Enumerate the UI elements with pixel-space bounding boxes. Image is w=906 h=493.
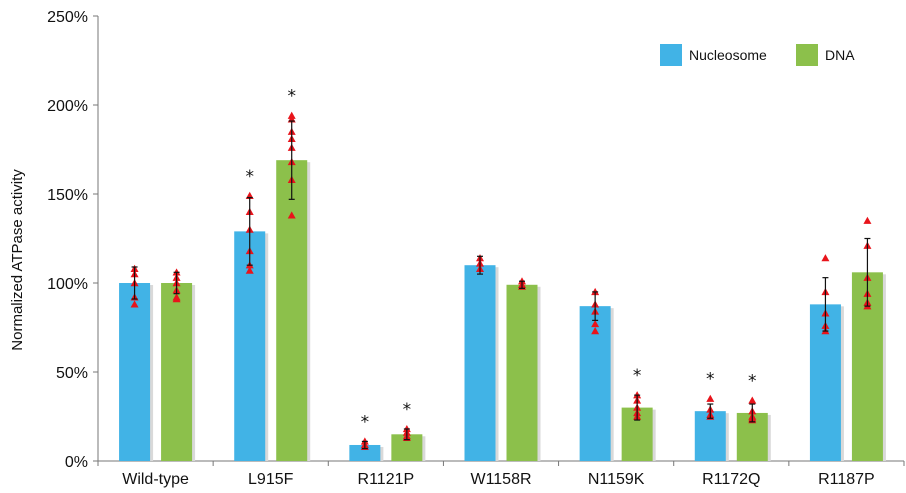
axes: 0% 50% 100% 150% 200% 250% Wild-type L915F R1121…	[47, 9, 905, 488]
x-tick-label: W1158R	[470, 471, 531, 488]
significance-star: *	[706, 370, 715, 390]
data-point	[706, 394, 715, 402]
x-tick-label: L915F	[248, 471, 294, 488]
significance-star: *	[403, 400, 412, 420]
data-point	[591, 327, 600, 335]
significance-star: *	[361, 412, 370, 432]
legend-label-nucleosome: Nucleosome	[689, 47, 767, 63]
y-axis-title: Normalized ATPase activity	[9, 169, 26, 351]
x-tick-label: R1172Q	[702, 471, 760, 488]
data-point	[591, 319, 600, 328]
bar-nucleosome-0	[119, 283, 151, 461]
y-tick-label: 200%	[47, 98, 88, 115]
bar-nucleosome-2	[349, 444, 381, 461]
data-point	[130, 300, 139, 308]
y-tick-label: 50%	[56, 365, 88, 382]
significance-markers: * * * * * * *	[245, 87, 756, 433]
y-tick-label: 100%	[47, 276, 88, 293]
bar-nucleosome-3	[464, 265, 496, 461]
data-point	[863, 216, 872, 224]
significance-star: *	[748, 371, 757, 391]
data-point	[245, 266, 254, 274]
legend-swatch-nucleosome	[660, 44, 682, 66]
bar-dna-3	[506, 284, 538, 461]
y-tick-label: 250%	[47, 9, 88, 26]
x-tick-label: R1187P	[818, 471, 875, 488]
y-tick-label: 0%	[65, 454, 88, 471]
legend-swatch-dna	[796, 44, 818, 66]
significance-star: *	[633, 366, 642, 386]
y-axis-title-group: Normalized ATPase activity	[9, 169, 26, 351]
y-tick-label: 150%	[47, 187, 88, 204]
error-bars	[131, 120, 871, 450]
data-point	[287, 211, 296, 219]
legend: Nucleosome DNA	[660, 44, 855, 66]
data-point	[172, 295, 181, 303]
significance-star: *	[245, 167, 254, 187]
x-tick-label: Wild-type	[122, 471, 189, 488]
data-point	[821, 254, 830, 262]
data-point	[748, 396, 757, 404]
legend-label-dna: DNA	[825, 47, 855, 63]
significance-star: *	[287, 87, 296, 107]
bars	[119, 160, 886, 461]
bar-dna-1	[276, 160, 308, 461]
bar-dna-0	[161, 283, 193, 461]
x-tick-label: R1121P	[358, 471, 415, 488]
x-tick-label: N1159K	[588, 471, 645, 488]
